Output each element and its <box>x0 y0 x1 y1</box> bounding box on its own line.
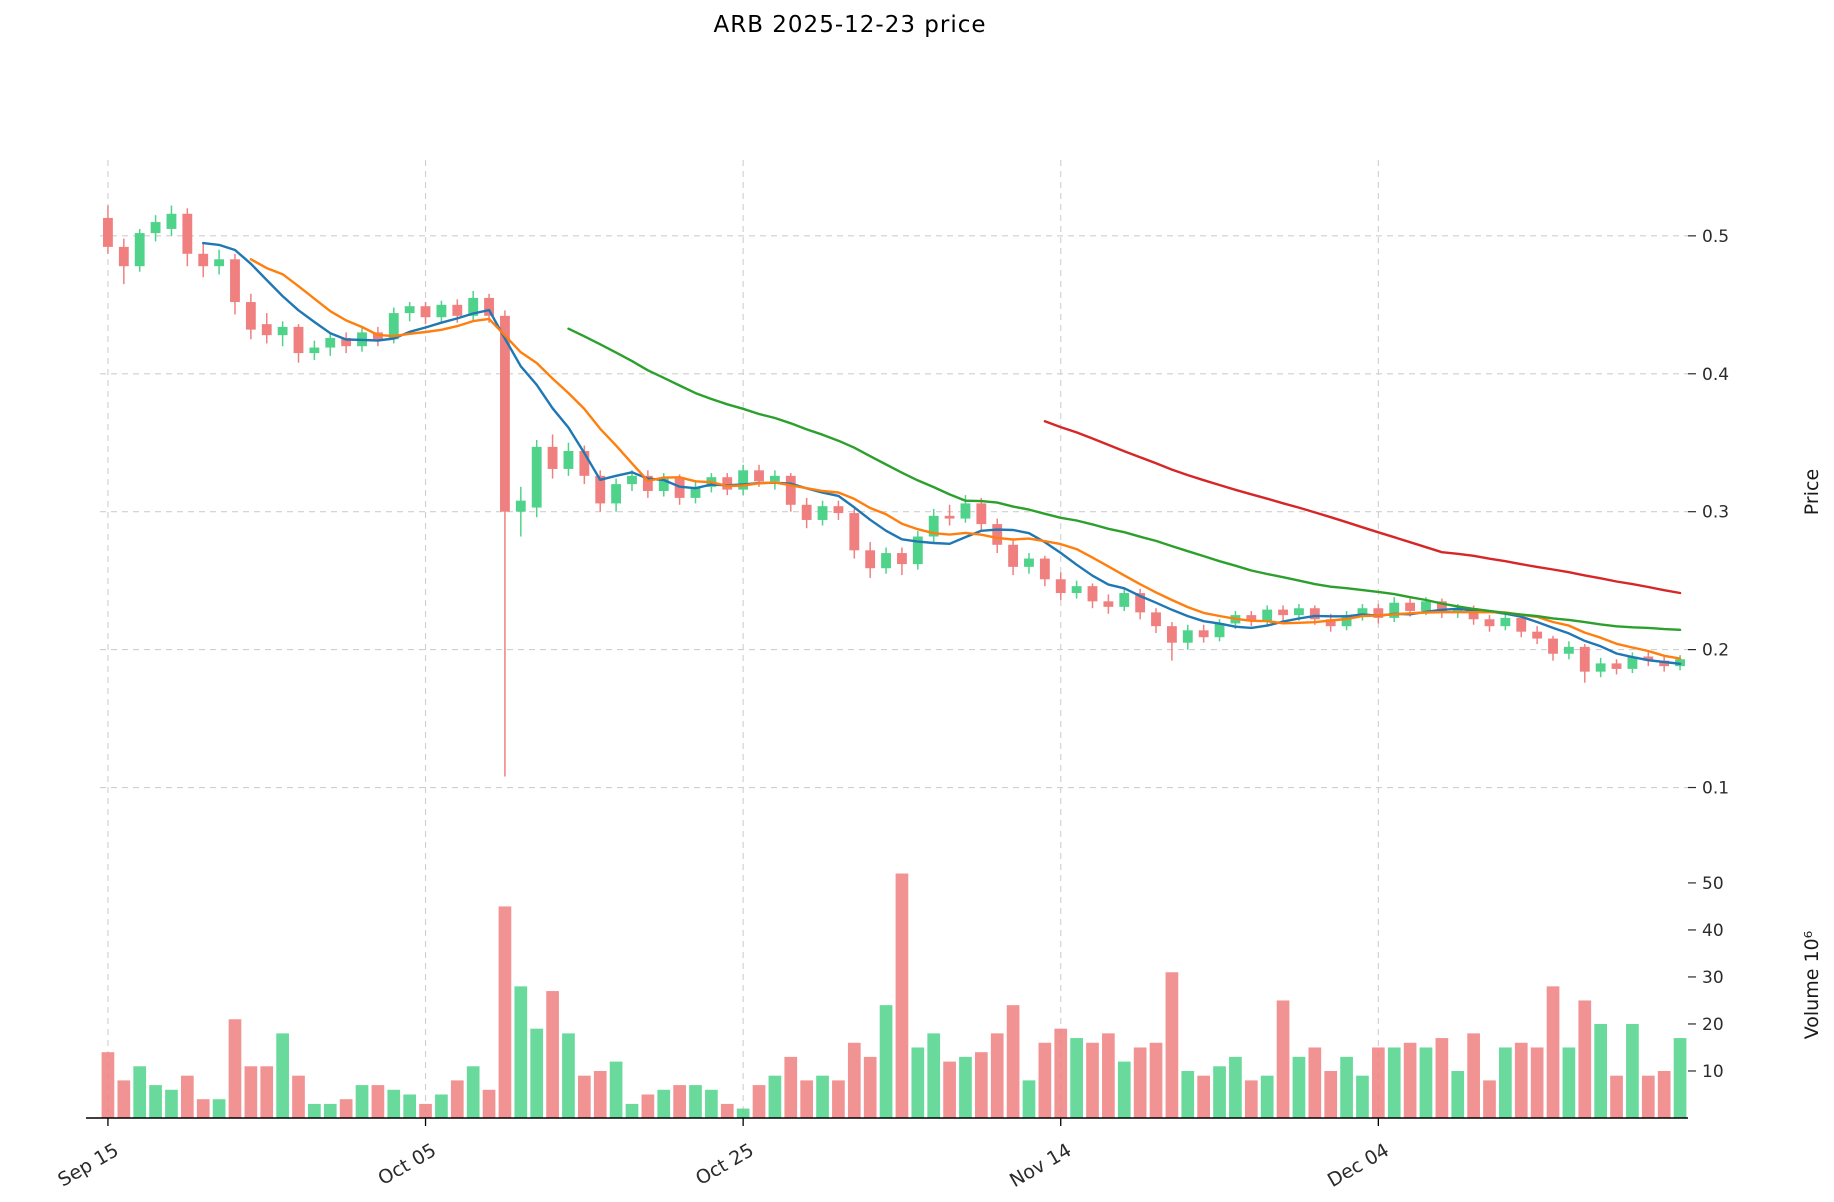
svg-text:Nov 14: Nov 14 <box>1006 1139 1075 1192</box>
ma-line-ma30 <box>567 327 1682 631</box>
volume-bars-layer <box>101 873 1687 1118</box>
volume-axis-label: Volume 10⁶ <box>1801 930 1823 1040</box>
svg-text:Dec 04: Dec 04 <box>1324 1139 1393 1192</box>
moving-averages-layer <box>201 241 1682 665</box>
svg-text:0.5: 0.5 <box>1702 227 1729 247</box>
ma-line-ma7 <box>201 241 1682 665</box>
svg-text:Sep 15: Sep 15 <box>54 1139 122 1191</box>
grid-layer <box>100 160 1688 1118</box>
svg-text:40: 40 <box>1702 921 1724 941</box>
svg-text:0.2: 0.2 <box>1702 641 1729 661</box>
ma-line-ma60 <box>1043 420 1682 595</box>
svg-text:Oct 25: Oct 25 <box>692 1139 758 1190</box>
svg-text:0.4: 0.4 <box>1702 365 1729 385</box>
svg-text:Oct 05: Oct 05 <box>374 1139 440 1190</box>
svg-text:50: 50 <box>1702 874 1724 894</box>
svg-text:20: 20 <box>1702 1015 1724 1035</box>
chart-title: ARB 2025-12-23 price <box>713 12 987 38</box>
svg-text:0.1: 0.1 <box>1702 779 1729 799</box>
candles-layer <box>103 205 1685 777</box>
price-axis-label: Price <box>1801 468 1823 516</box>
svg-text:30: 30 <box>1702 968 1724 988</box>
svg-text:0.3: 0.3 <box>1702 503 1729 523</box>
ma-line-ma10 <box>249 258 1682 660</box>
svg-text:10: 10 <box>1702 1062 1724 1082</box>
